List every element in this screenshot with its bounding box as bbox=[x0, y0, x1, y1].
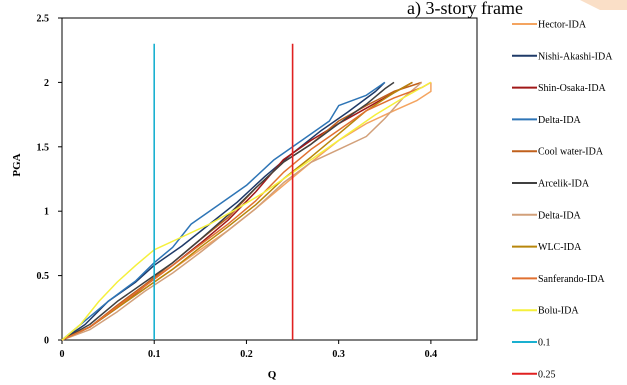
series-line-3 bbox=[61, 81, 413, 341]
legend-label: Bolu-IDA bbox=[538, 306, 579, 317]
series-line-9 bbox=[61, 81, 432, 341]
y-tick-label: 2.5 bbox=[37, 14, 50, 25]
series-line-2 bbox=[61, 81, 386, 341]
y-axis-ticks: 0 0.5 1 1.5 2 2.5 bbox=[37, 14, 62, 347]
x-axis-ticks: 0 0.1 0.2 0.3 0.4 bbox=[60, 340, 438, 360]
x-axis-label: Q bbox=[268, 369, 277, 381]
y-tick-label: 1.5 bbox=[37, 142, 50, 153]
plot-area bbox=[61, 17, 478, 341]
legend-label: Delta-IDA bbox=[538, 210, 582, 221]
legend-label: Delta-IDA bbox=[538, 115, 582, 126]
legend-label: WLC-IDA bbox=[538, 242, 582, 253]
series-line-5 bbox=[61, 81, 422, 341]
y-tick-label: 0.5 bbox=[37, 271, 50, 282]
series-line-10 bbox=[61, 81, 432, 341]
y-tick-label: 1 bbox=[44, 207, 49, 218]
y-tick-label: 0 bbox=[44, 336, 49, 347]
x-tick-label: 0 bbox=[60, 349, 65, 360]
series-line-4 bbox=[61, 81, 386, 341]
legend: Hector-IDA Nishi-Akashi-IDA Shin-Osaka-IDA… bbox=[512, 20, 613, 380]
series-group bbox=[61, 43, 432, 341]
legend-label: 0.25 bbox=[538, 369, 556, 380]
x-tick-label: 0.2 bbox=[240, 349, 253, 360]
decorative-corner-shape bbox=[580, 0, 627, 10]
legend-label: 0.1 bbox=[538, 338, 551, 349]
legend-label: Cool water-IDA bbox=[538, 147, 604, 158]
x-tick-label: 0.4 bbox=[425, 349, 438, 360]
legend-label: Nishi-Akashi-IDA bbox=[538, 51, 613, 62]
legend-label: Arcelik-IDA bbox=[538, 179, 590, 190]
legend-label: Hector-IDA bbox=[538, 20, 587, 31]
x-tick-label: 0.1 bbox=[148, 349, 161, 360]
y-tick-label: 2 bbox=[44, 78, 49, 89]
series-line-6 bbox=[61, 81, 395, 341]
legend-label: Shin-Osaka-IDA bbox=[538, 83, 607, 94]
x-tick-label: 0.3 bbox=[332, 349, 345, 360]
series-line-7 bbox=[61, 81, 423, 341]
chart-title: a) 3-story frame bbox=[407, 0, 523, 19]
legend-label: Sanferando-IDA bbox=[538, 274, 605, 285]
y-axis-label: PGA bbox=[11, 153, 23, 176]
